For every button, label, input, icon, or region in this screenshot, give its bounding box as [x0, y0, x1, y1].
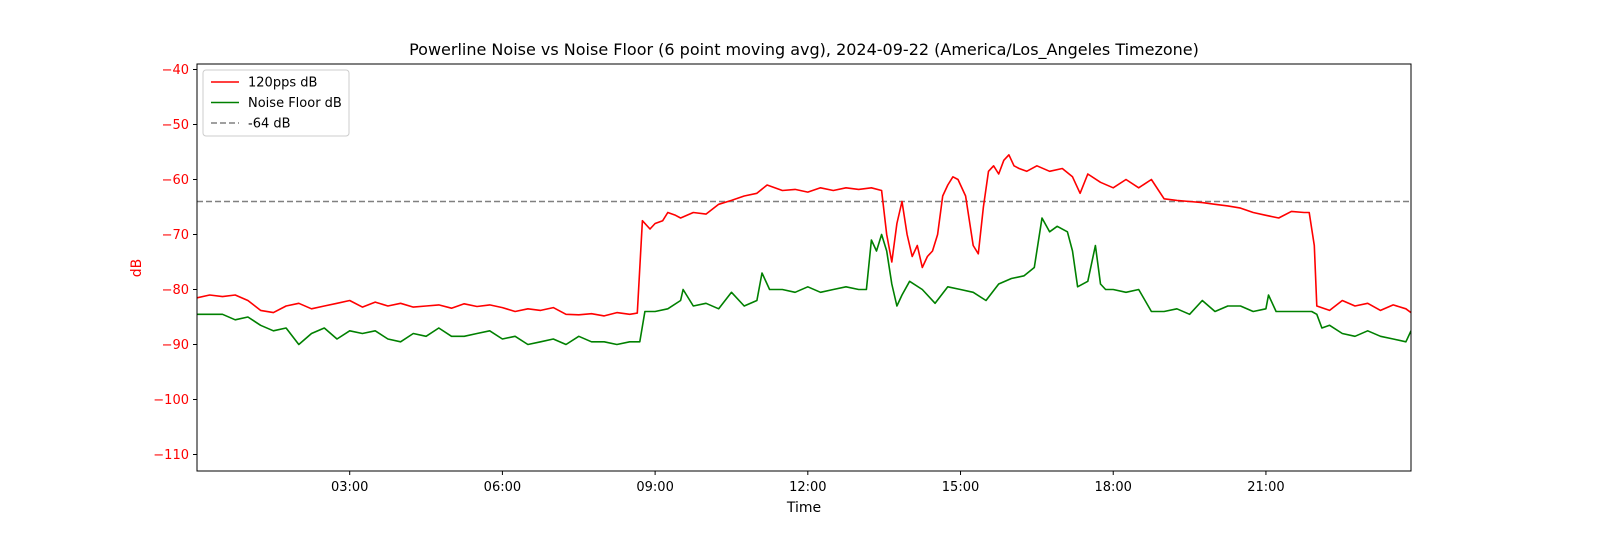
chart-title: Powerline Noise vs Noise Floor (6 point …: [409, 40, 1199, 60]
y-tick-label: −70: [162, 228, 189, 243]
y-tick-label: −40: [162, 63, 189, 78]
legend-label: -64 dB: [248, 117, 291, 132]
x-axis-label: Time: [786, 500, 821, 516]
axes-frame: [196, 63, 1412, 472]
x-tick-label: 03:00: [331, 480, 368, 495]
x-tick-label: 09:00: [636, 480, 673, 495]
x-tick-label: 12:00: [789, 480, 826, 495]
series-line-120pps-db: [197, 154, 1411, 317]
y-tick-label: −80: [162, 283, 189, 298]
plot-area: [197, 154, 1411, 346]
y-axis-label: dB: [129, 259, 145, 278]
y-tick-label: −110: [153, 448, 189, 463]
axes: 03:00 06:00 09:00 12:00 15:00 18:00 21:00 −40 −5…: [153, 63, 1412, 495]
x-tick-label: 06:00: [484, 480, 521, 495]
y-tick-label: −100: [153, 393, 189, 408]
legend-box: [202, 69, 350, 137]
x-tick-label: 18:00: [1094, 480, 1131, 495]
x-tick-label: 15:00: [942, 480, 979, 495]
legend: 120pps dB Noise Floor dB -64 dB: [202, 69, 350, 137]
legend-label: 120pps dB: [248, 76, 317, 91]
y-tick-label: −50: [162, 118, 189, 133]
series-line-noise-floor-db: [197, 217, 1411, 346]
legend-label: Noise Floor dB: [248, 96, 342, 111]
y-tick-label: −90: [162, 338, 189, 353]
y-tick-label: −60: [162, 173, 189, 188]
x-tick-label: 21:00: [1247, 480, 1284, 495]
